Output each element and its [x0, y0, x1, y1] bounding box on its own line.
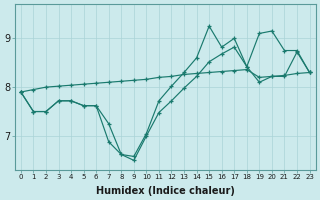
X-axis label: Humidex (Indice chaleur): Humidex (Indice chaleur): [96, 186, 235, 196]
